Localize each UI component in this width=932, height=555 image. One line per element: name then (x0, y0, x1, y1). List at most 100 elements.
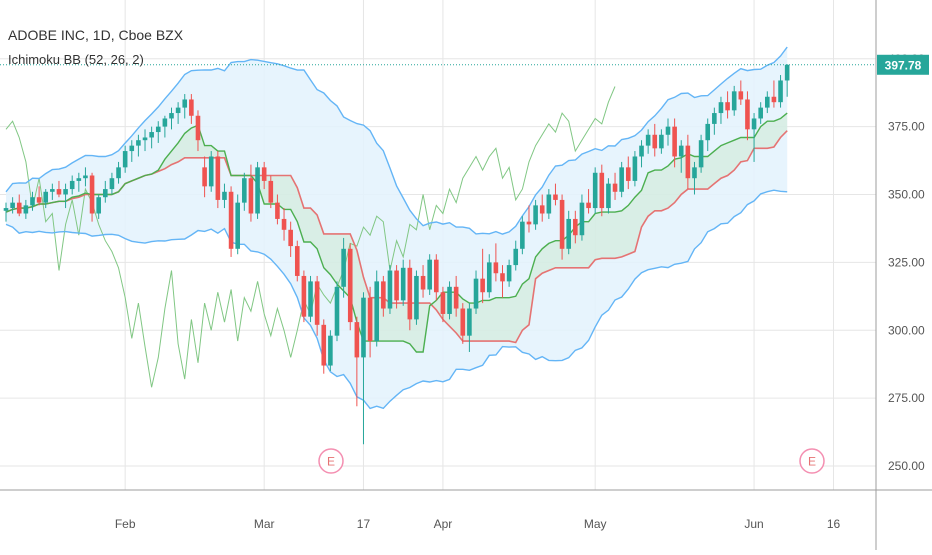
candle-body (308, 281, 313, 317)
candle (414, 270, 419, 325)
candle (63, 183, 68, 209)
candle (103, 180, 108, 203)
candle (526, 205, 532, 233)
upper-band-line (5, 46, 788, 235)
candle (56, 180, 62, 198)
candle (467, 303, 472, 352)
earnings-marker-label: E (808, 455, 816, 469)
candle (149, 126, 154, 149)
candle-body (394, 270, 399, 301)
candle-body (632, 156, 638, 181)
candle (142, 129, 148, 152)
candle-body (275, 202, 280, 219)
candle (486, 254, 492, 298)
candle-body (685, 145, 691, 179)
candle (281, 208, 287, 241)
candle (321, 319, 327, 374)
candle-body (321, 324, 327, 366)
candle-body (473, 278, 479, 309)
y-tick-label: 325.00 (888, 255, 925, 269)
candle-body (414, 275, 419, 320)
candle-body (400, 267, 406, 301)
candle-body (592, 172, 598, 209)
candle (288, 221, 293, 257)
candle (122, 145, 128, 173)
candle (500, 265, 505, 298)
candle (559, 194, 565, 260)
candle (546, 189, 552, 219)
candle-body (142, 137, 148, 141)
candle (718, 96, 724, 124)
candle-body (645, 134, 651, 146)
candle-body (493, 262, 499, 274)
y-tick-label: 350.00 (888, 188, 925, 202)
candle-body (361, 297, 366, 358)
candle-body (367, 297, 373, 342)
candle (639, 140, 644, 168)
candle (632, 151, 638, 187)
candle (625, 156, 631, 190)
candle (30, 191, 35, 211)
candle-body (255, 167, 260, 214)
candle-body (103, 189, 108, 198)
candle (334, 281, 340, 342)
candle (294, 240, 300, 282)
candle (374, 270, 380, 347)
candle (579, 194, 585, 241)
candle-body (612, 183, 618, 192)
candle-body (659, 134, 664, 149)
candle (50, 183, 55, 200)
x-tick-label: Mar (254, 517, 275, 531)
candle-body (195, 115, 201, 141)
candle-body (420, 275, 426, 290)
candle-body (387, 270, 393, 309)
candle-body (745, 99, 750, 130)
candle (751, 113, 757, 162)
candle-body (599, 172, 605, 209)
candle (367, 286, 373, 358)
candle (420, 265, 426, 298)
candle-body (281, 218, 287, 230)
candle (83, 167, 88, 187)
candle-body (619, 167, 624, 192)
candle (89, 172, 95, 222)
candle-body (374, 281, 380, 342)
candle-body (16, 202, 22, 214)
candle (235, 194, 240, 255)
band-fill (6, 47, 788, 409)
candle (182, 94, 188, 119)
candle-body (23, 205, 29, 214)
candlesticks (3, 64, 790, 445)
candle-body (116, 167, 121, 179)
candle (745, 91, 750, 141)
candle (381, 275, 386, 317)
candle (228, 186, 234, 257)
candle-body (506, 265, 512, 282)
candle (705, 118, 711, 152)
candle-body (208, 156, 214, 187)
candle-body (381, 281, 386, 309)
candle (652, 123, 658, 157)
lower-band-line (5, 189, 788, 410)
candle (678, 140, 684, 173)
candle-body (486, 262, 492, 293)
y-tick-label: 275.00 (888, 391, 925, 405)
chart-title: ADOBE INC, 1D, Cboe BZX (8, 27, 184, 43)
candle (23, 199, 29, 219)
candle (506, 259, 512, 287)
candle (738, 80, 744, 105)
candle-body (758, 107, 763, 119)
candle-body (460, 308, 466, 336)
candle-body (175, 107, 181, 114)
candle-body (228, 191, 234, 249)
candle (659, 129, 664, 154)
candle-body (334, 286, 340, 336)
candle-body (83, 175, 88, 179)
candle (473, 270, 479, 314)
candle (520, 216, 525, 255)
candle-body (639, 145, 644, 157)
candle-body (189, 99, 194, 116)
x-tick-label: Feb (115, 517, 136, 531)
candle-body (533, 205, 538, 225)
candle (513, 240, 519, 271)
